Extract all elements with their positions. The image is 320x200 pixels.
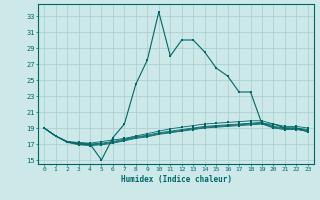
X-axis label: Humidex (Indice chaleur): Humidex (Indice chaleur) — [121, 175, 231, 184]
